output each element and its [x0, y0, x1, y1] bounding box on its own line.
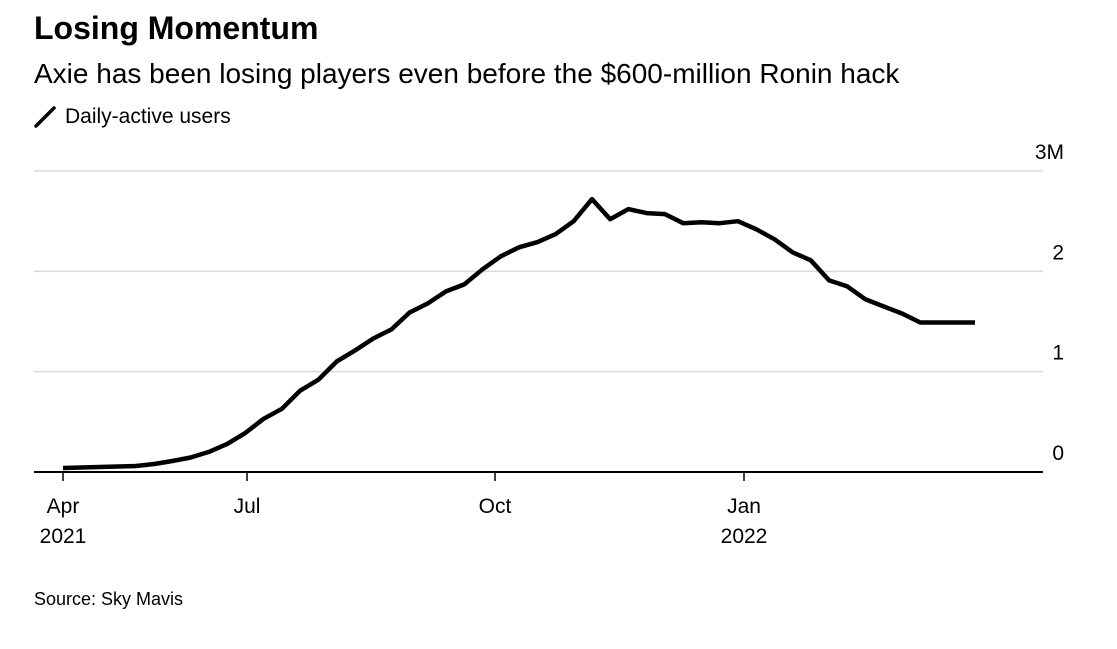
y-tick-label: 1	[1052, 342, 1064, 365]
legend-label: Daily-active users	[65, 105, 231, 128]
x-axis-ticks: Apr 2021 Jul Oct Jan 2022	[40, 472, 768, 548]
x-tick-label: Jan	[727, 495, 761, 518]
gridlines	[34, 170, 1043, 373]
x-tick-label: Apr	[47, 495, 80, 518]
line-swatch-icon	[34, 106, 56, 128]
x-tick-label: Oct	[479, 495, 512, 518]
legend: Daily-active users	[34, 105, 231, 129]
series-line-daily-active-users	[62, 196, 975, 471]
x-tick-year-label: 2021	[40, 525, 87, 548]
y-tick-label: 2	[1052, 241, 1064, 264]
y-tick-label: 0	[1052, 442, 1064, 465]
y-axis: 0 1 2 3M	[1035, 141, 1064, 465]
series-layer	[62, 196, 975, 471]
line-chart: 0 1 2 3M Apr 2021 Jul Oct Jan 2022	[34, 141, 1064, 548]
y-tick-label: 3M	[1035, 141, 1064, 164]
x-tick-year-label: 2022	[721, 525, 768, 548]
x-tick-label: Jul	[234, 495, 261, 518]
source-note: Source: Sky Mavis	[34, 589, 184, 609]
chart-subtitle: Axie has been losing players even before…	[34, 58, 900, 89]
chart-title: Losing Momentum	[34, 10, 319, 46]
